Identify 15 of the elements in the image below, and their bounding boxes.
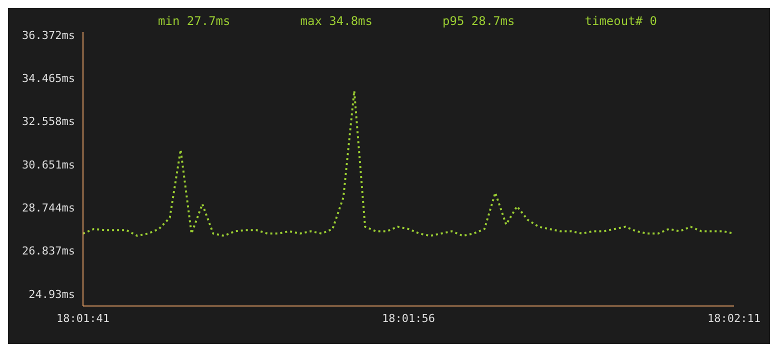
x-tick-label: 18:01:41: [56, 312, 110, 325]
y-tick-label: 24.93ms: [28, 288, 75, 301]
y-tick-label: 28.744ms: [22, 202, 75, 215]
x-tick-label: 18:01:56: [382, 312, 435, 325]
text: max 34.8ms: [300, 14, 372, 28]
y-tick-label: 30.651ms: [22, 158, 75, 172]
text: min 27.7ms: [158, 14, 230, 28]
x-tick-label: 18:02:11: [708, 312, 760, 325]
y-tick-label: 26.837ms: [22, 244, 75, 258]
text: timeout# 0: [584, 14, 657, 28]
text: p95 28.7ms: [442, 14, 515, 28]
line-series: [83, 90, 734, 237]
y-tick-label: 32.558ms: [22, 115, 75, 128]
y-tick-label: 36.372ms: [22, 28, 75, 42]
y-tick-label: 34.465ms: [22, 72, 75, 85]
